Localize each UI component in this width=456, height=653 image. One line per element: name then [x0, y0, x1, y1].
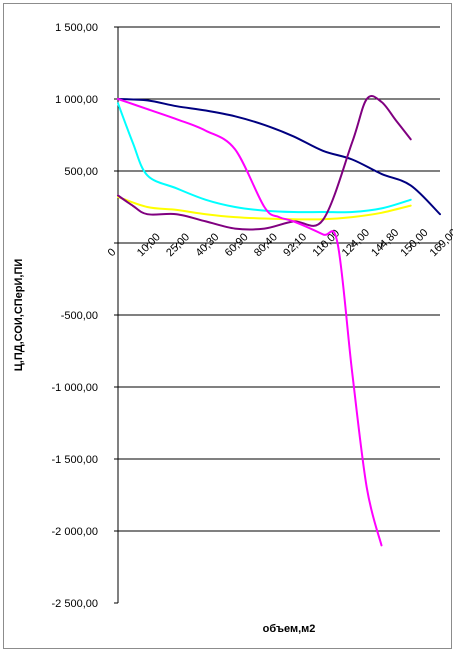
- y-tick-label: -1 500,00: [52, 454, 98, 466]
- x-tick-label: 25,00: [164, 231, 192, 259]
- x-tick-label: 92,10: [281, 231, 309, 259]
- series-line-3: [117, 195, 412, 221]
- series-line-2: [117, 102, 412, 214]
- y-tick-label: -1 000,00: [52, 382, 98, 394]
- x-tick-label: 0: [106, 246, 119, 259]
- y-tick-label: -2 000,00: [52, 526, 98, 538]
- series-line-4: [117, 95, 412, 231]
- gridlines: [118, 26, 440, 532]
- x-axis-title: объем,м2: [263, 623, 316, 635]
- y-axis-title: Ц,ПД,СОИ,СПерИ,ПИ: [13, 259, 25, 372]
- series-group: [117, 95, 441, 547]
- y-tick-label: 1 500,00: [55, 22, 98, 34]
- chart-frame: -2 500,00 -2 000,00 -1 500,00 -1 000,00 -500…: [3, 3, 453, 649]
- y-tick-label: 500,00: [64, 166, 98, 178]
- x-tick-label: 10,00: [135, 231, 163, 259]
- y-tick-label: -500,00: [61, 310, 98, 322]
- y-axis: -2 500,00 -2 000,00 -1 500,00 -1 000,00 -500…: [52, 22, 119, 610]
- x-tick-label: 80,40: [252, 231, 280, 259]
- x-tick-label: 40,30: [193, 231, 221, 259]
- series-line-1: [117, 98, 441, 216]
- line-chart: -2 500,00 -2 000,00 -1 500,00 -1 000,00 -500…: [13, 22, 453, 635]
- x-tick-label: 60,90: [223, 231, 251, 259]
- x-axis: 0 10,00 25,00 40,30 60,90 80,40 92,10 110,00124…: [106, 227, 453, 259]
- y-tick-label: 1 000,00: [55, 94, 98, 106]
- y-tick-label: -2 500,00: [52, 598, 98, 610]
- series-line-5: [117, 98, 383, 547]
